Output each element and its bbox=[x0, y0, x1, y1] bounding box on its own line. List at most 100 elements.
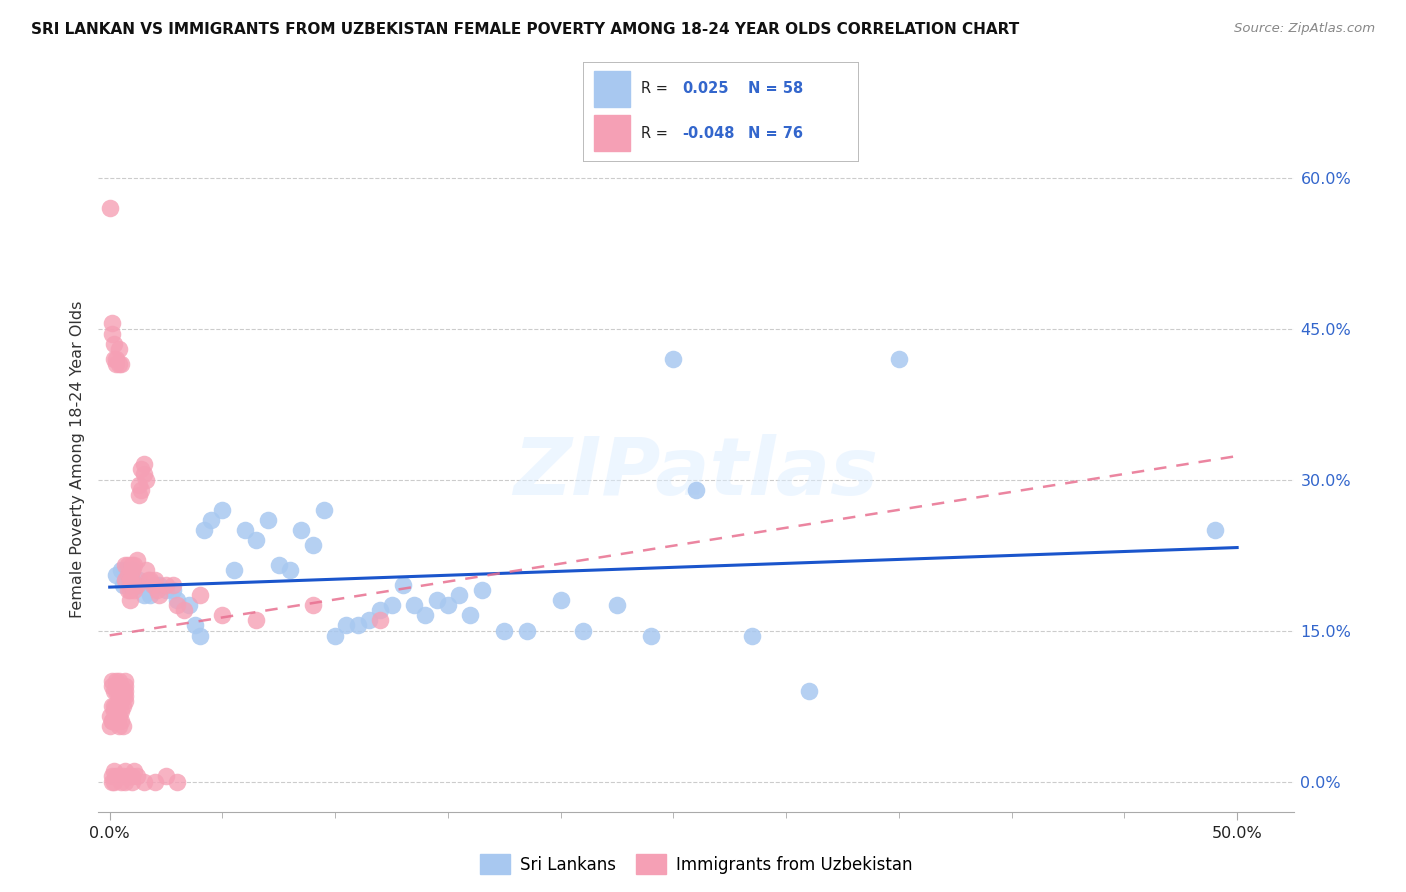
Point bbox=[107, 689, 129, 703]
Point bbox=[572, 624, 595, 638]
Point bbox=[166, 774, 188, 789]
Point bbox=[112, 769, 135, 784]
Y-axis label: Female Poverty Among 18-24 Year Olds: Female Poverty Among 18-24 Year Olds bbox=[70, 301, 86, 618]
Point bbox=[139, 588, 162, 602]
Point bbox=[107, 684, 129, 698]
Point bbox=[460, 608, 482, 623]
Point bbox=[107, 673, 129, 688]
Point bbox=[105, 568, 128, 582]
Point bbox=[117, 573, 139, 587]
Point bbox=[105, 673, 128, 688]
Point bbox=[105, 351, 128, 366]
Point bbox=[211, 608, 233, 623]
Point bbox=[124, 558, 146, 573]
Point bbox=[368, 614, 391, 628]
Point bbox=[103, 336, 125, 351]
Point bbox=[112, 699, 135, 714]
Point bbox=[110, 694, 132, 708]
Point bbox=[98, 719, 121, 733]
Point bbox=[125, 769, 148, 784]
Point bbox=[121, 563, 143, 577]
Point bbox=[404, 599, 426, 613]
Point bbox=[101, 774, 124, 789]
Point bbox=[114, 684, 136, 698]
Point bbox=[121, 774, 143, 789]
Point bbox=[166, 599, 188, 613]
Point bbox=[301, 538, 323, 552]
Point bbox=[107, 357, 129, 371]
Point bbox=[278, 563, 301, 577]
Point bbox=[98, 201, 121, 215]
Point bbox=[323, 629, 346, 643]
Point bbox=[118, 769, 141, 784]
Point bbox=[143, 573, 166, 587]
Point bbox=[110, 774, 132, 789]
Text: 0.025: 0.025 bbox=[682, 81, 728, 96]
Point bbox=[125, 578, 148, 592]
Point bbox=[114, 563, 136, 577]
Text: N = 76: N = 76 bbox=[748, 126, 803, 141]
Point bbox=[101, 317, 124, 331]
Point bbox=[121, 573, 143, 587]
Point bbox=[135, 473, 157, 487]
Point bbox=[139, 573, 162, 587]
Text: ZIPatlas: ZIPatlas bbox=[513, 434, 879, 513]
Point bbox=[107, 769, 129, 784]
Point bbox=[1204, 523, 1226, 537]
Point bbox=[107, 679, 129, 693]
Point bbox=[105, 357, 128, 371]
Point bbox=[312, 502, 335, 516]
Point bbox=[125, 553, 148, 567]
Point bbox=[437, 599, 460, 613]
Point bbox=[471, 583, 494, 598]
Point bbox=[121, 575, 143, 590]
Point bbox=[132, 467, 155, 482]
Point bbox=[188, 588, 211, 602]
Point bbox=[110, 704, 132, 718]
Point bbox=[110, 357, 132, 371]
Point bbox=[118, 593, 141, 607]
Point bbox=[110, 714, 132, 728]
Point bbox=[662, 351, 685, 366]
Point bbox=[121, 563, 143, 577]
Point bbox=[114, 774, 136, 789]
Point bbox=[107, 719, 129, 733]
Point bbox=[124, 764, 146, 779]
Point bbox=[118, 578, 141, 592]
Point bbox=[211, 502, 233, 516]
Point bbox=[114, 573, 136, 587]
Point bbox=[162, 583, 184, 598]
Bar bbox=[595, 115, 630, 151]
Point bbox=[121, 578, 143, 592]
Point bbox=[132, 458, 155, 472]
Point bbox=[107, 342, 129, 356]
Point bbox=[121, 558, 143, 573]
Point bbox=[640, 629, 662, 643]
Point bbox=[128, 477, 150, 491]
Point bbox=[368, 603, 391, 617]
Point bbox=[245, 614, 267, 628]
Point bbox=[117, 558, 139, 573]
Point bbox=[103, 351, 125, 366]
Point bbox=[357, 614, 380, 628]
Point bbox=[141, 578, 163, 592]
Point bbox=[128, 573, 150, 587]
Point bbox=[101, 714, 124, 728]
Point bbox=[155, 583, 177, 598]
Point bbox=[136, 573, 159, 587]
Point bbox=[233, 523, 256, 537]
Point bbox=[125, 578, 148, 592]
Point bbox=[124, 583, 146, 598]
Point bbox=[245, 533, 267, 547]
Point bbox=[606, 599, 628, 613]
Point bbox=[267, 558, 290, 573]
Point bbox=[516, 624, 538, 638]
Point bbox=[449, 588, 471, 602]
Point bbox=[135, 563, 157, 577]
Point bbox=[101, 673, 124, 688]
Point bbox=[222, 563, 245, 577]
Point bbox=[188, 629, 211, 643]
Point bbox=[101, 326, 124, 341]
Point bbox=[173, 603, 195, 617]
Point bbox=[685, 483, 707, 497]
